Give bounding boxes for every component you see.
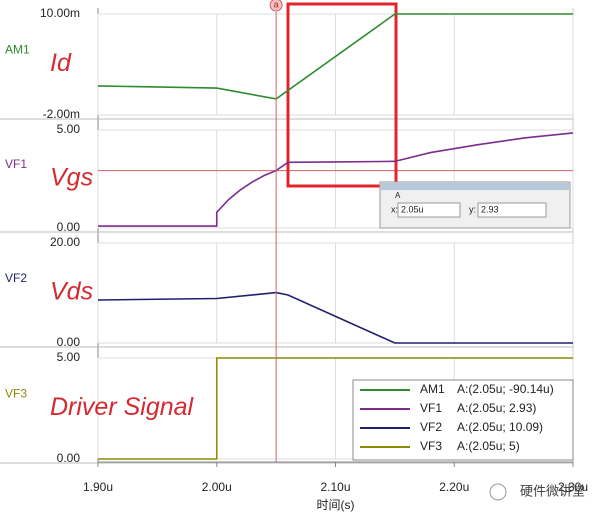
y-tick-label: 10.00m: [40, 6, 80, 20]
waveform: [97, 291, 573, 344]
x-tick-label: 1.90u: [83, 480, 113, 494]
x-tick-label: 2.00u: [202, 480, 232, 494]
cursor-label: a: [274, 0, 279, 9]
x-tick-label: 2.20u: [439, 480, 469, 494]
annotation: Vds: [50, 278, 93, 306]
series-name: VF1: [5, 157, 27, 171]
cursor-handle: [269, 0, 283, 12]
legend-readout: A:(2.05u; 5): [457, 439, 520, 453]
cursor-box-title: A: [395, 191, 401, 200]
series-name: AM1: [5, 43, 30, 57]
y-tick-label: 0.00: [57, 335, 81, 349]
y-label: y:: [469, 204, 476, 214]
legend-label: VF2: [420, 420, 442, 434]
y-tick-label: -2.00m: [43, 107, 80, 121]
waveform: [98, 357, 573, 460]
y-tick-label: 0.00: [57, 220, 81, 234]
cursor-box-header: [381, 183, 569, 190]
x-value: 2.05u: [401, 204, 424, 214]
y-value: 2.93: [481, 204, 499, 214]
x-tick-label: 2.30u: [558, 480, 588, 494]
x-field: [397, 202, 461, 218]
cursor-box: A x: 2.05u y: 2.93: [379, 181, 571, 229]
annotation: Driver Signal: [50, 393, 195, 421]
watermark-icon: [489, 483, 507, 501]
y-tick-label: 20.00: [50, 235, 80, 249]
y-tick-label: 0.00: [57, 451, 81, 465]
x-axis-title: 时间(s): [317, 498, 355, 512]
x-tick-label: 2.10u: [320, 480, 350, 494]
annotation: Id: [50, 49, 72, 77]
highlight-box: [286, 2, 398, 188]
watermark: 硬件微讲堂: [520, 483, 585, 498]
x-label: x:: [391, 204, 398, 214]
annotation: Vgs: [50, 164, 93, 192]
series-name: VF3: [5, 387, 27, 401]
legend-label: VF1: [420, 401, 442, 415]
y-tick-label: 5.00: [57, 122, 81, 136]
legend-readout: A:(2.05u; 10.09): [457, 420, 543, 434]
legend-label: AM1: [420, 382, 445, 396]
series-name: VF2: [5, 271, 27, 285]
legend-label: VF3: [420, 439, 442, 453]
y-tick-label: 5.00: [57, 350, 81, 364]
legend-readout: A:(2.05u; 2.93): [457, 401, 536, 415]
legend-readout: A:(2.05u; -90.14u): [457, 382, 554, 396]
y-field: [477, 202, 547, 218]
